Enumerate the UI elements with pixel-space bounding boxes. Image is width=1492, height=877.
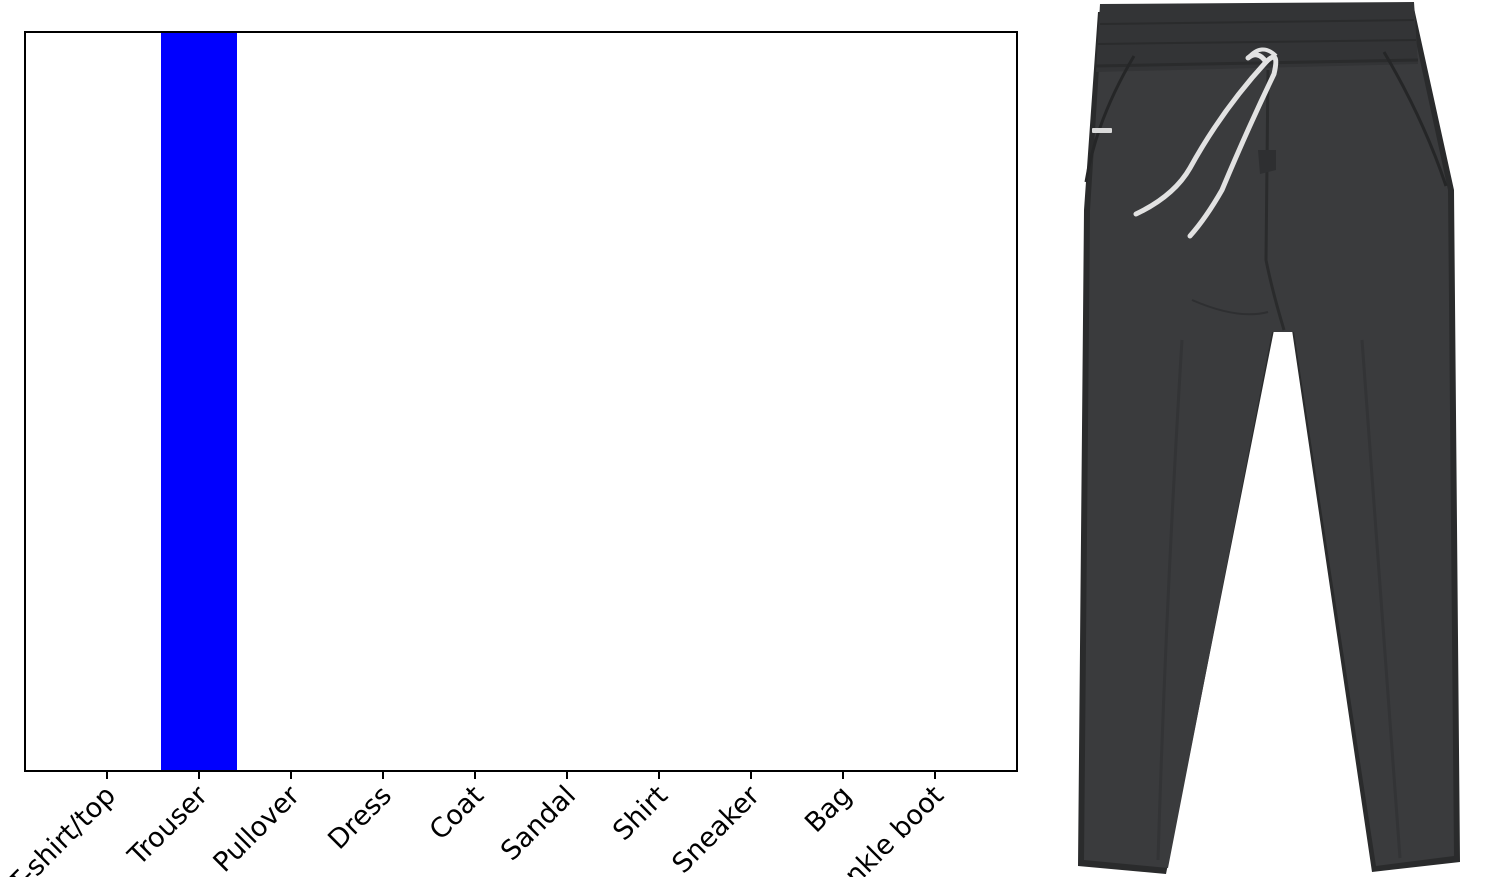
bar-trouser (161, 32, 237, 771)
bars-layer (161, 32, 237, 771)
x-tick-label-trouser: Trouser (122, 779, 215, 872)
waistband (1096, 2, 1418, 72)
x-tick-label-coat: Coat (424, 780, 490, 846)
drawstring-right (1187, 54, 1279, 239)
x-tick-label-sneaker: Sneaker (666, 779, 766, 877)
x-tick-label-shirt: Shirt (607, 780, 674, 847)
x-tick-label-sandal: Sandal (495, 780, 582, 867)
waistband-seam-3 (1095, 58, 1419, 68)
waistband-seam-2 (1097, 39, 1417, 45)
x-tick-label-bag: Bag (799, 780, 858, 839)
x-tick-label-t-shirt-top: T-shirt/top (2, 780, 122, 877)
waistband-seam-1 (1099, 19, 1415, 25)
drawstring-loop (1246, 47, 1278, 60)
pocket-tag (1092, 128, 1112, 133)
right-leg-crease (1360, 339, 1402, 859)
plot-frame (24, 31, 1018, 772)
right-pocket (1382, 51, 1448, 187)
crotch-wrinkle (1191, 299, 1269, 316)
left-leg-crease (1156, 339, 1184, 861)
trouser-body (1084, 14, 1454, 868)
trousers-illustration (1078, 2, 1460, 874)
trouser-photo (1078, 2, 1460, 874)
drawstring-left (1133, 52, 1270, 217)
left-pocket (1084, 55, 1136, 183)
x-tick-label-dress: Dress (322, 780, 398, 856)
x-tick-label-pullover: Pullover (208, 779, 307, 877)
fly-placket (1258, 150, 1276, 174)
fly-seam (1264, 69, 1286, 331)
